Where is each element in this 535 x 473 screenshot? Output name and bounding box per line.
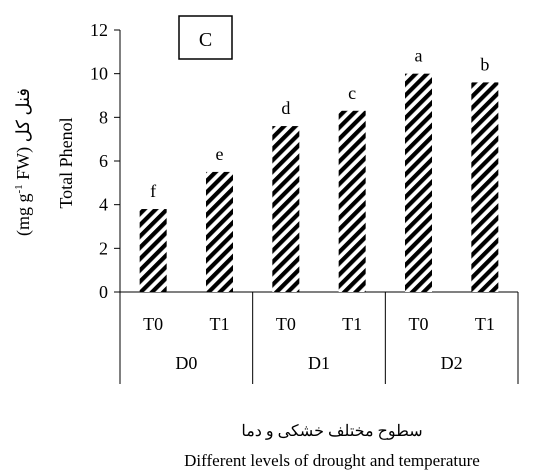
significance-letter: b bbox=[480, 54, 489, 74]
x-tick-label: T0 bbox=[276, 314, 296, 334]
y-axis-label: Total Phenol bbox=[56, 117, 76, 208]
y-tick-label: 12 bbox=[90, 20, 108, 40]
significance-letter: c bbox=[348, 83, 356, 103]
x-tick-label: T0 bbox=[143, 314, 163, 334]
y-tick-label: 6 bbox=[99, 151, 108, 171]
bar bbox=[338, 110, 366, 293]
x-tick-label: T0 bbox=[409, 314, 429, 334]
group-label: D1 bbox=[308, 353, 330, 373]
bar bbox=[139, 209, 167, 292]
significance-letter: d bbox=[281, 98, 290, 118]
x-tick-label: T1 bbox=[342, 314, 362, 334]
bar bbox=[471, 82, 499, 293]
group-label: D0 bbox=[175, 353, 197, 373]
y-tick-label: 8 bbox=[99, 107, 108, 127]
bar bbox=[206, 171, 233, 292]
significance-letter: e bbox=[216, 144, 224, 164]
bar bbox=[405, 73, 432, 293]
y-tick-label: 4 bbox=[99, 195, 108, 215]
x-axis-label-en: Different levels of drought and temperat… bbox=[184, 451, 480, 470]
y-tick-label: 10 bbox=[90, 64, 108, 84]
x-tick-label: T1 bbox=[475, 314, 495, 334]
x-tick-label: T1 bbox=[210, 314, 230, 334]
y-axis-label-units: (mg g-1 FW) فنل کل bbox=[13, 88, 34, 236]
y-tick-label: 2 bbox=[99, 238, 108, 258]
panel-label: C bbox=[199, 29, 212, 51]
significance-letter: a bbox=[415, 46, 423, 66]
significance-letter: f bbox=[150, 181, 156, 201]
x-axis-label-fa: سطوح مختلف خشکی و دما bbox=[241, 423, 422, 440]
bar bbox=[272, 126, 300, 292]
group-label: D2 bbox=[441, 353, 463, 373]
y-tick-label: 0 bbox=[99, 282, 108, 302]
panel-label-box bbox=[178, 15, 233, 60]
